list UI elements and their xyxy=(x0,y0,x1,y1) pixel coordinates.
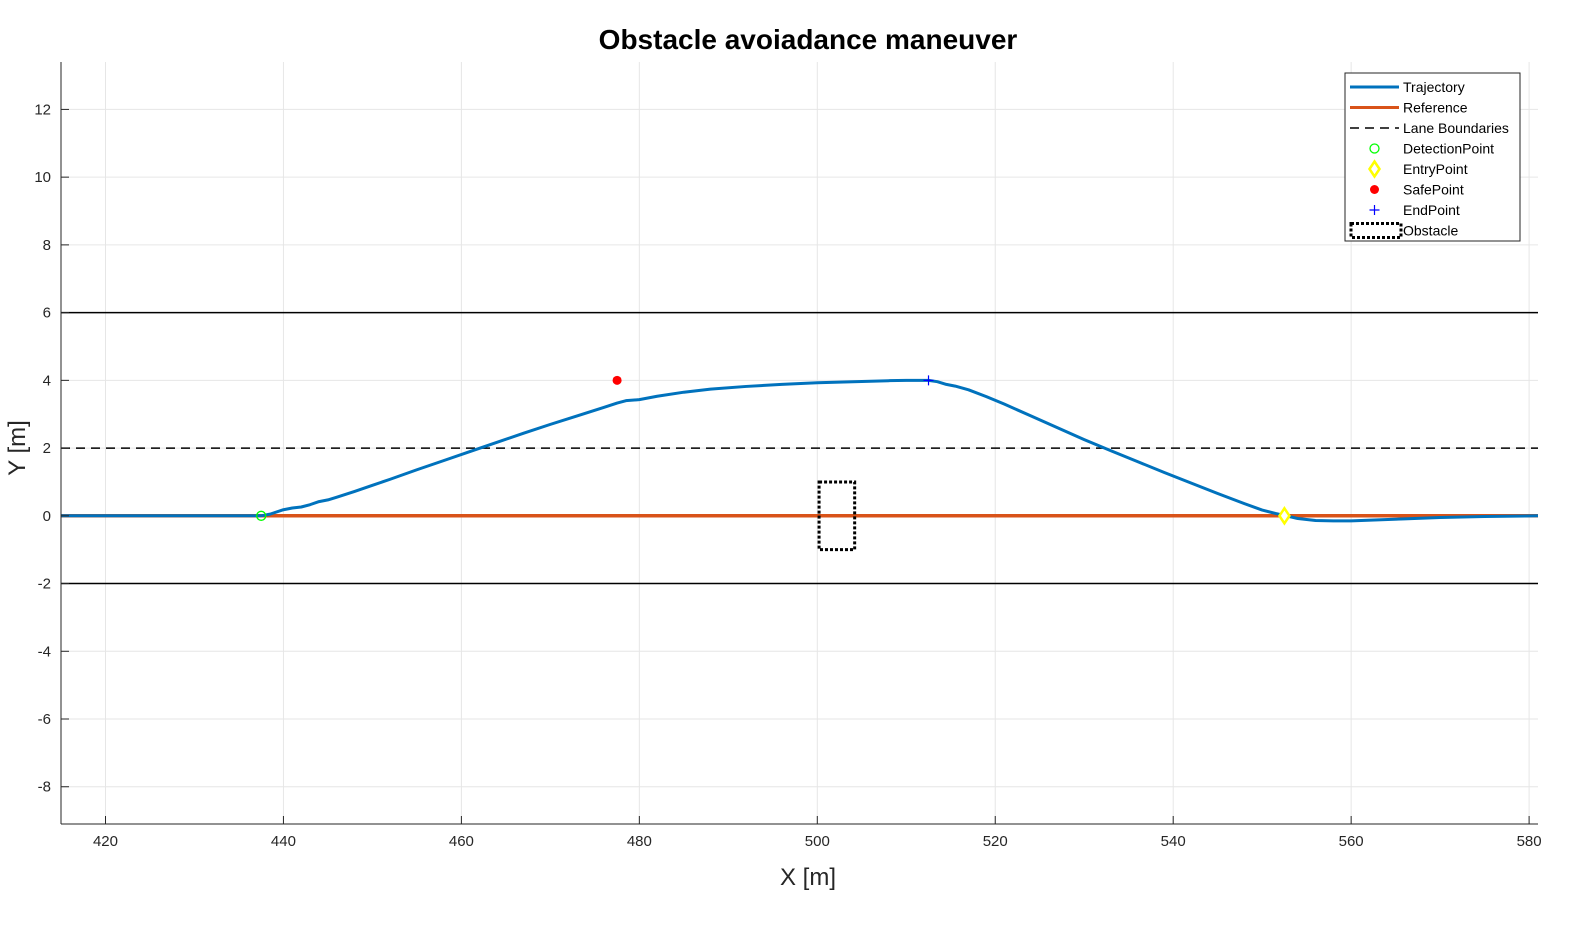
x-tick-label: 440 xyxy=(271,833,296,850)
detection-point-marker xyxy=(256,510,267,521)
x-tick-label: 540 xyxy=(1161,833,1186,850)
legend-detection-point: DetectionPoint xyxy=(1403,141,1494,157)
y-tick-label: -6 xyxy=(38,711,51,728)
plot-area xyxy=(61,311,1539,585)
obstacle-rect xyxy=(817,480,857,552)
legend-safe-point: SafePoint xyxy=(1403,182,1464,198)
legend-reference: Reference xyxy=(1403,100,1468,116)
end-point-marker xyxy=(923,375,934,386)
legend-entry-point-swatch xyxy=(1367,159,1382,179)
entry-point-marker xyxy=(1277,506,1291,526)
x-tick-label: 560 xyxy=(1339,833,1364,850)
legend-detection-point-swatch xyxy=(1369,143,1380,154)
legend-obstacle: Obstacle xyxy=(1403,223,1458,239)
y-tick-label: 12 xyxy=(34,101,51,118)
x-axis-label: X [m] xyxy=(780,864,836,891)
legend-obstacle-swatch xyxy=(1349,222,1403,239)
safe-point-marker xyxy=(612,375,622,385)
legend-lane-boundaries: Lane Boundaries xyxy=(1403,120,1509,136)
x-tick-label: 580 xyxy=(1517,833,1542,850)
legend-trajectory: Trajectory xyxy=(1403,79,1465,95)
legend-end-point-swatch xyxy=(1369,205,1380,215)
legend-entry-point: EntryPoint xyxy=(1403,161,1468,177)
y-tick-label: 10 xyxy=(34,169,51,186)
y-tick-label: 8 xyxy=(43,237,51,254)
y-tick-label: 2 xyxy=(43,440,51,457)
x-tick-label: 500 xyxy=(805,833,830,850)
x-tick-label: 480 xyxy=(627,833,652,850)
legend: Trajectory Reference Lane Boundaries Detect… xyxy=(1344,72,1521,242)
x-tick-label: 520 xyxy=(983,833,1008,850)
y-axis-label: Y [m] xyxy=(4,420,31,476)
y-tick-label: 4 xyxy=(43,372,51,389)
chart-title: Obstacle avoiadance maneuver xyxy=(599,24,1018,55)
y-tick-label: -2 xyxy=(38,576,51,593)
y-tick-label: 6 xyxy=(43,305,51,322)
x-tick-label: 420 xyxy=(93,833,118,850)
y-tick-label: 0 xyxy=(43,508,51,525)
y-tick-label: -4 xyxy=(38,643,51,660)
legend-end-point: EndPoint xyxy=(1403,202,1460,218)
x-tick-label: 460 xyxy=(449,833,474,850)
legend-safe-point-swatch xyxy=(1370,185,1379,194)
trajectory-line xyxy=(61,378,1539,523)
axes: 420 440 460 480 500 520 540 560 580 -8 -6 -4 -2 0 2 4 6 8… xyxy=(34,62,1542,850)
y-tick-label: -8 xyxy=(38,779,51,796)
